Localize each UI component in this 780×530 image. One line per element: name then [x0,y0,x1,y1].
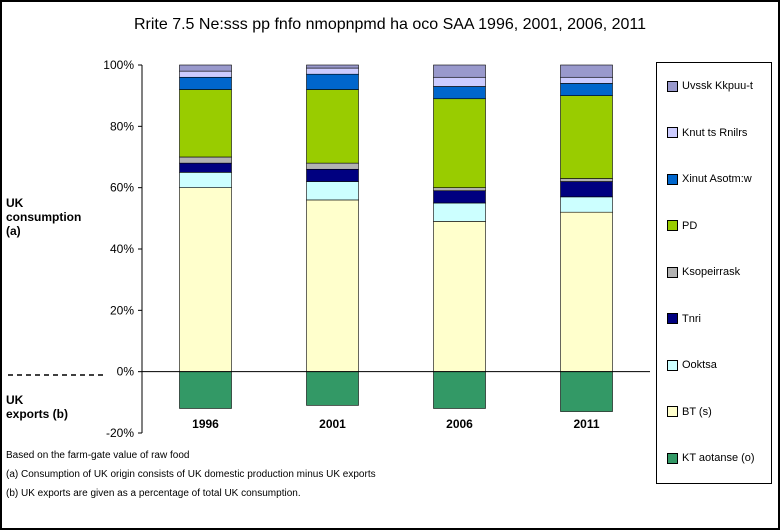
consumption-label-line: consumption [6,210,82,224]
exports-label-line: exports (b) [6,407,69,421]
bar-segment [433,98,486,188]
note-a: (a) Consumption of UK origin consists of… [6,469,376,480]
bar-segment [560,64,613,78]
bar-segment [560,83,613,96]
legend-swatch [667,313,678,324]
legend-label: BT (s) [682,405,712,418]
y-tick-label: 40% [110,242,134,256]
bar-segment [433,371,486,409]
legend-label: Knut ts Rnilrs [682,126,748,139]
bar-segment [306,371,359,406]
legend-swatch [667,359,678,371]
legend-swatch [667,127,678,138]
y-tick-label: -20% [106,426,134,440]
legend-swatch [667,452,678,464]
exports-label-line: UK [6,393,24,407]
bar-segment [179,187,232,372]
legend-item: KT aotanse (o) [667,451,755,465]
legend-swatch [667,173,678,185]
bar-segment [433,76,486,87]
bar-segment [306,199,359,372]
bar-segment [560,178,613,182]
legend-swatch [667,266,678,278]
legend-item: BT (s) [667,405,712,419]
x-tick-label: 2001 [319,417,346,431]
x-tick-label: 2006 [446,417,473,431]
bar-segment [179,89,232,158]
note-basis: Based on the farm-gate value of raw food [6,450,190,461]
bar-segment [560,181,613,198]
bar-segment [560,76,613,84]
bar-segment [433,187,486,192]
legend-label: Tnri [682,312,701,325]
bar-segment [306,162,359,170]
consumption-label: UK consumption (a) [6,196,81,238]
legend-label: Xinut Asotm:w [682,173,752,185]
bar-segment [306,73,359,90]
y-tick-label: 80% [110,119,134,133]
bar-segment [179,76,232,90]
bar-segment [306,168,359,182]
bar-segment [306,89,359,164]
y-tick-label: 20% [110,303,134,317]
bar-segment [433,202,486,222]
y-tick-label: 0% [117,365,135,379]
legend-swatch [667,406,678,417]
bar-segment [560,95,613,179]
bar-segment [560,196,613,213]
legend-label: PD [682,219,698,232]
exports-label: UK exports (b) [6,393,68,421]
bar-segment [433,190,486,204]
bar-segment [433,86,486,100]
x-tick-label: 2011 [573,417,599,431]
legend-item: Ksopeirrask [667,265,740,279]
legend-item: Knut ts Rnilrs [667,126,747,140]
legend-label: Uvssk Kkpuu-t [682,80,753,92]
legend-label: KT aotanse (o) [682,452,755,464]
bar-segment [179,64,232,72]
consumption-label-line: UK [6,196,24,210]
bar-segment [179,172,232,188]
bar-segment [433,64,486,78]
note-b: (b) UK exports are given as a percentage… [6,488,301,499]
legend-swatch [667,220,678,231]
legend-swatch [667,80,678,92]
legend-item: Ooktsa [667,358,717,372]
bar-segment [433,221,486,372]
bar-segment [179,371,232,409]
y-tick-label: 100% [103,58,134,72]
legend-label: Ksopeirrask [682,266,741,278]
legend-item: Xinut Asotm:w [667,172,752,186]
legend-item: Tnri [667,312,701,326]
bar-segment [306,64,359,69]
y-tick-label: 60% [110,181,134,195]
bar-segment [560,211,613,372]
bar-segment [179,162,232,173]
legend: Uvssk Kkpuu-t Knut ts Rnilrs Xinut Asotm:w… [656,62,772,484]
bar-segment [306,181,359,201]
bar-segment [179,156,232,164]
x-tick-label: 1996 [192,417,219,431]
legend-item: Uvssk Kkpuu-t [667,79,753,93]
legend-item: PD [667,219,697,233]
bar-segment [179,70,232,78]
bar-segment [560,371,613,412]
consumption-label-line: (a) [6,224,21,238]
legend-label: Ooktsa [682,359,717,371]
bar-segment [306,67,359,75]
chart-title: Rrite 7.5 Ne:sss pp fnfo nmopnpmd ha oco… [133,16,647,33]
